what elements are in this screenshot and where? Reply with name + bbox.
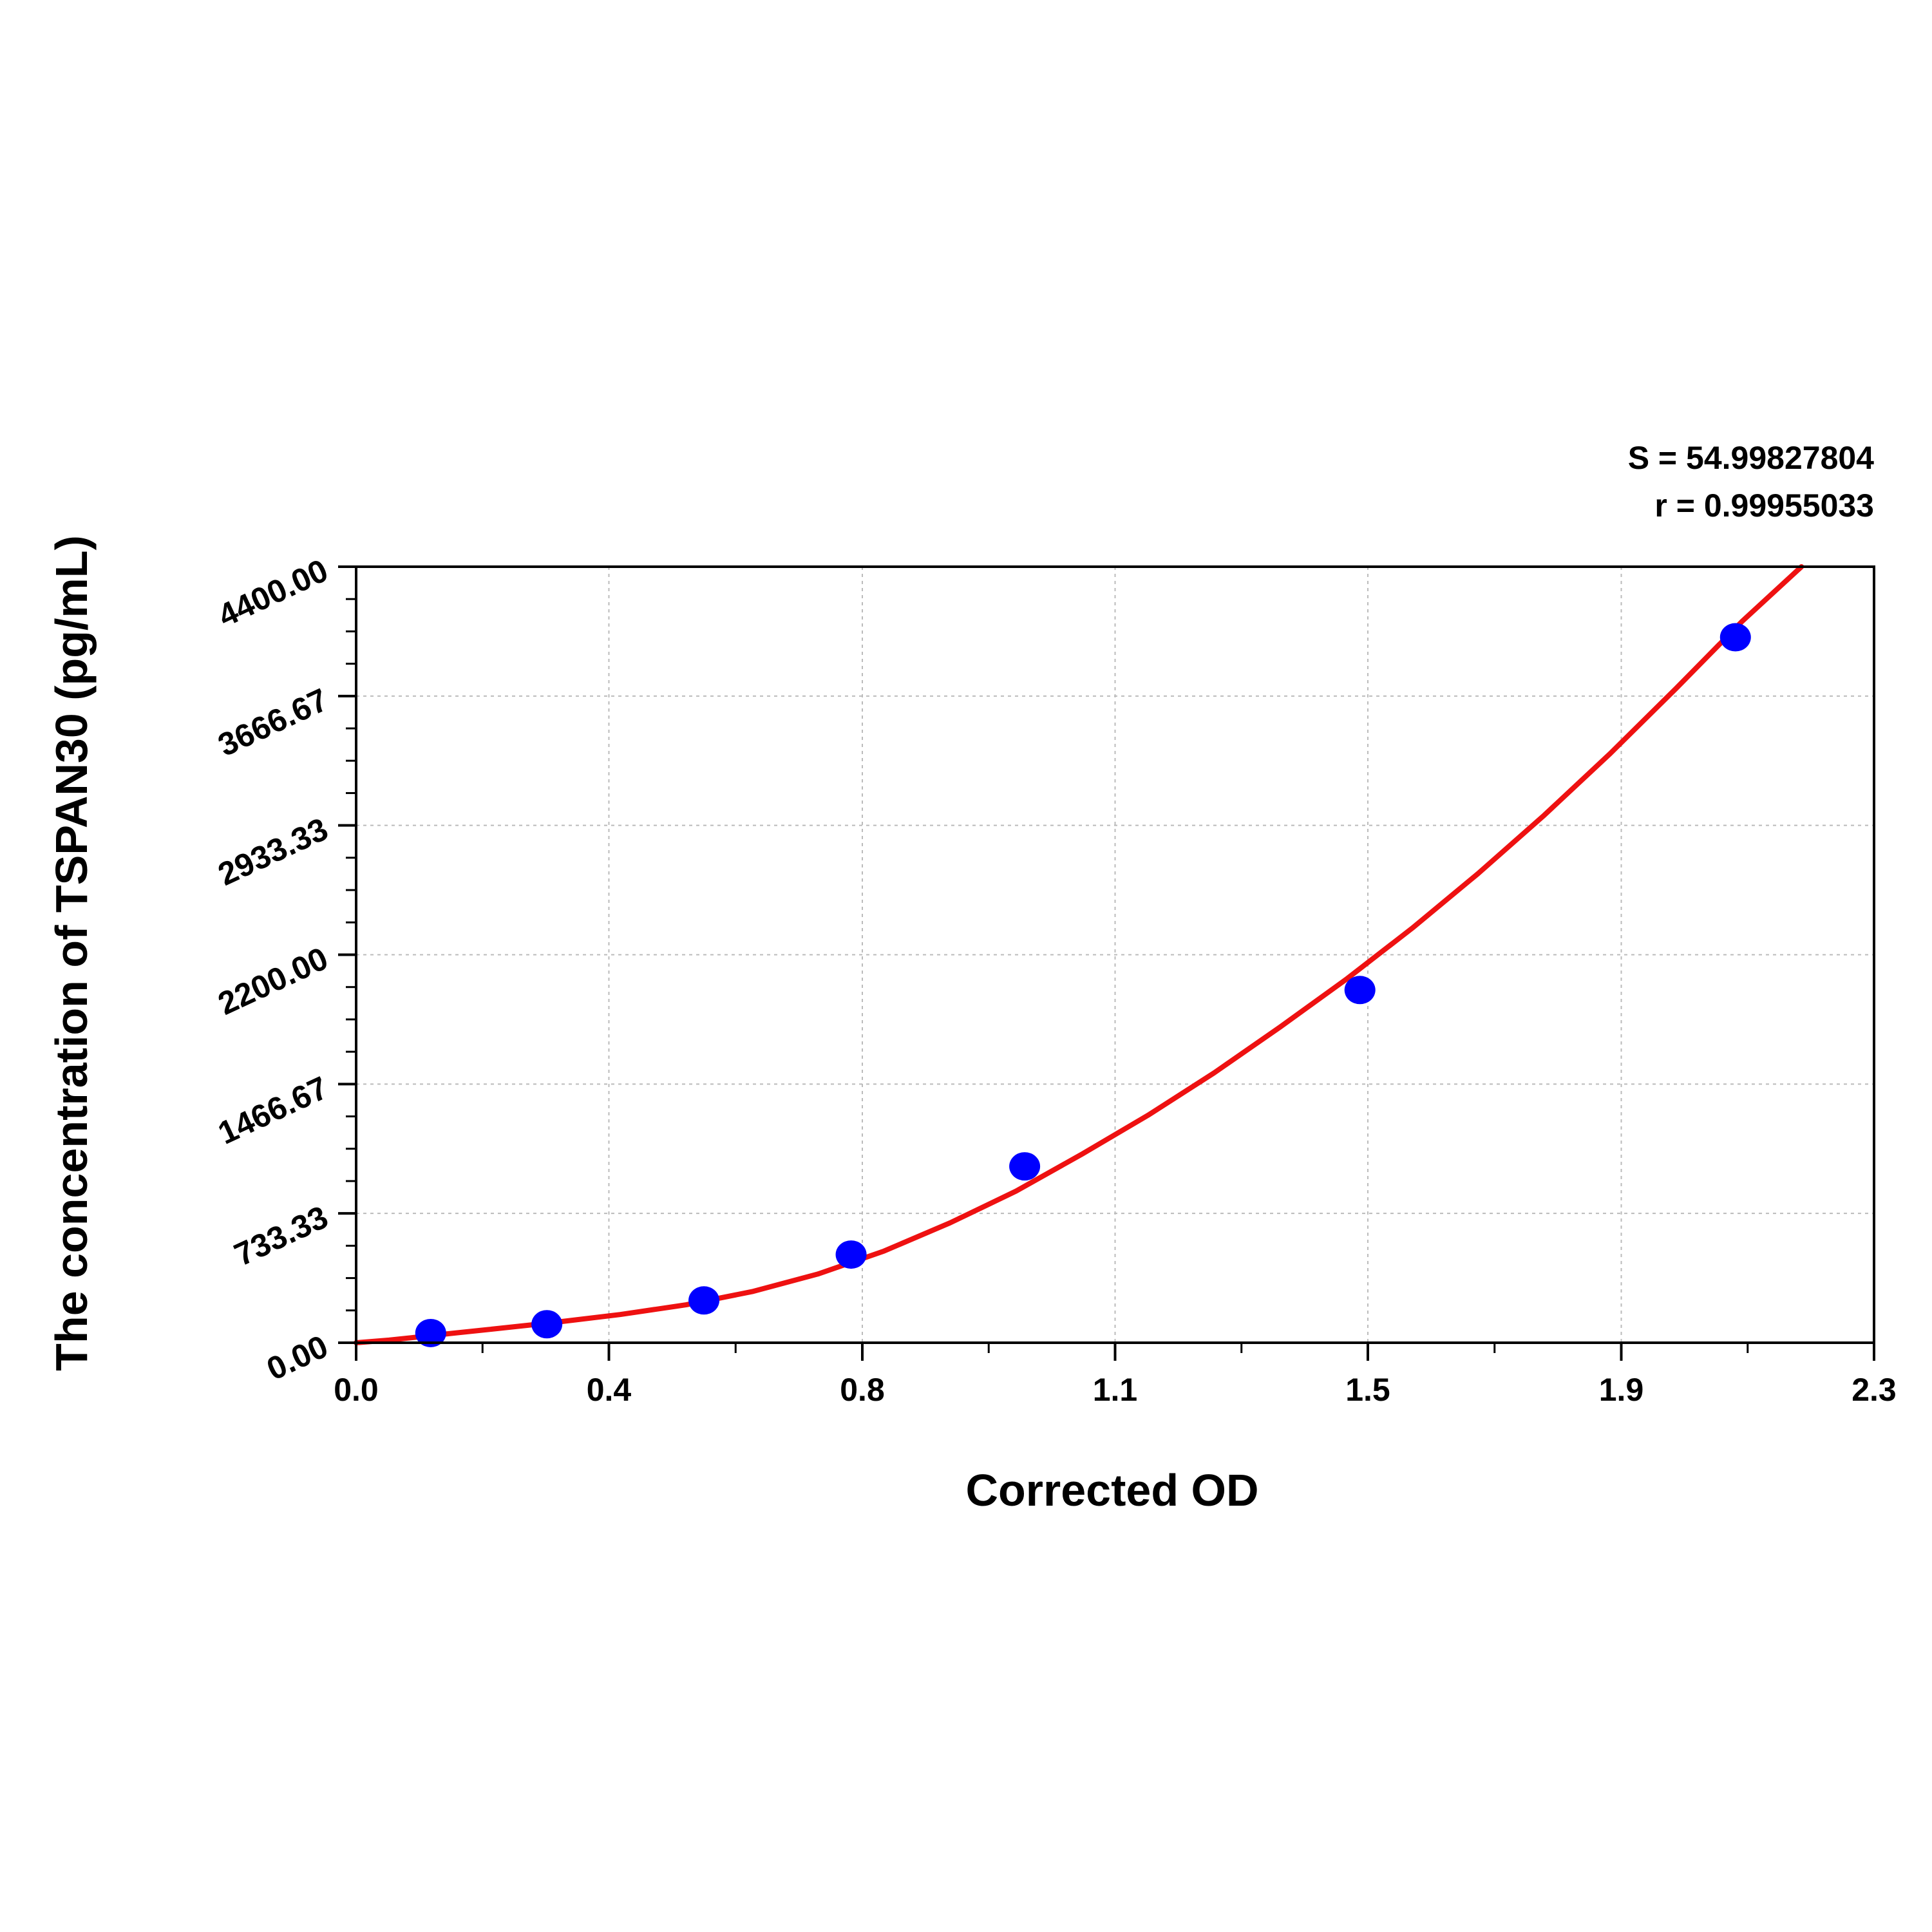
y-tick-label: 2200.00 [213,940,333,1022]
y-axis-title: The concentration of TSPAN30 (pg/mL) [46,535,97,1371]
y-axis-tick-labels: 0.00 733.33 1466.67 2200.00 2933.33 3666.67 44… [213,552,333,1387]
y-tick-label: 2933.33 [213,811,333,893]
data-point [1009,1152,1041,1181]
data-points-layer [415,623,1751,1347]
data-point [835,1240,867,1269]
stat-s-value: S = 54.99827804 [1628,440,1874,476]
fitted-curve [354,564,1804,1345]
y-tick-label: 0.00 [261,1328,334,1387]
grid-lines [356,567,1874,1343]
x-axis-tick-labels: 0.0 0.4 0.8 1.1 1.5 1.9 2.3 [334,1372,1897,1408]
x-tick-label: 0.0 [334,1372,379,1408]
x-axis-title: Corrected OD [965,1465,1258,1515]
y-axis-ticks [338,565,356,1344]
data-point [688,1286,720,1315]
y-tick-label: 3666.67 [213,681,333,763]
x-tick-label: 0.4 [587,1372,632,1408]
y-tick-label: 1466.67 [213,1070,333,1151]
x-tick-label: 0.8 [840,1372,885,1408]
data-point [1344,976,1376,1005]
x-tick-label: 1.9 [1599,1372,1644,1408]
y-tick-label: 4400.00 [213,552,333,634]
data-point [531,1310,563,1339]
data-point [1719,623,1751,652]
x-axis-ticks [355,1343,1875,1361]
y-tick-label: 733.33 [229,1198,333,1273]
x-tick-label: 2.3 [1852,1372,1897,1408]
x-tick-label: 1.1 [1093,1372,1138,1408]
fitted-curve-layer [354,564,1804,1345]
x-tick-label: 1.5 [1345,1372,1390,1408]
data-point [415,1318,446,1347]
stat-r-value: r = 0.99955033 [1654,488,1874,524]
